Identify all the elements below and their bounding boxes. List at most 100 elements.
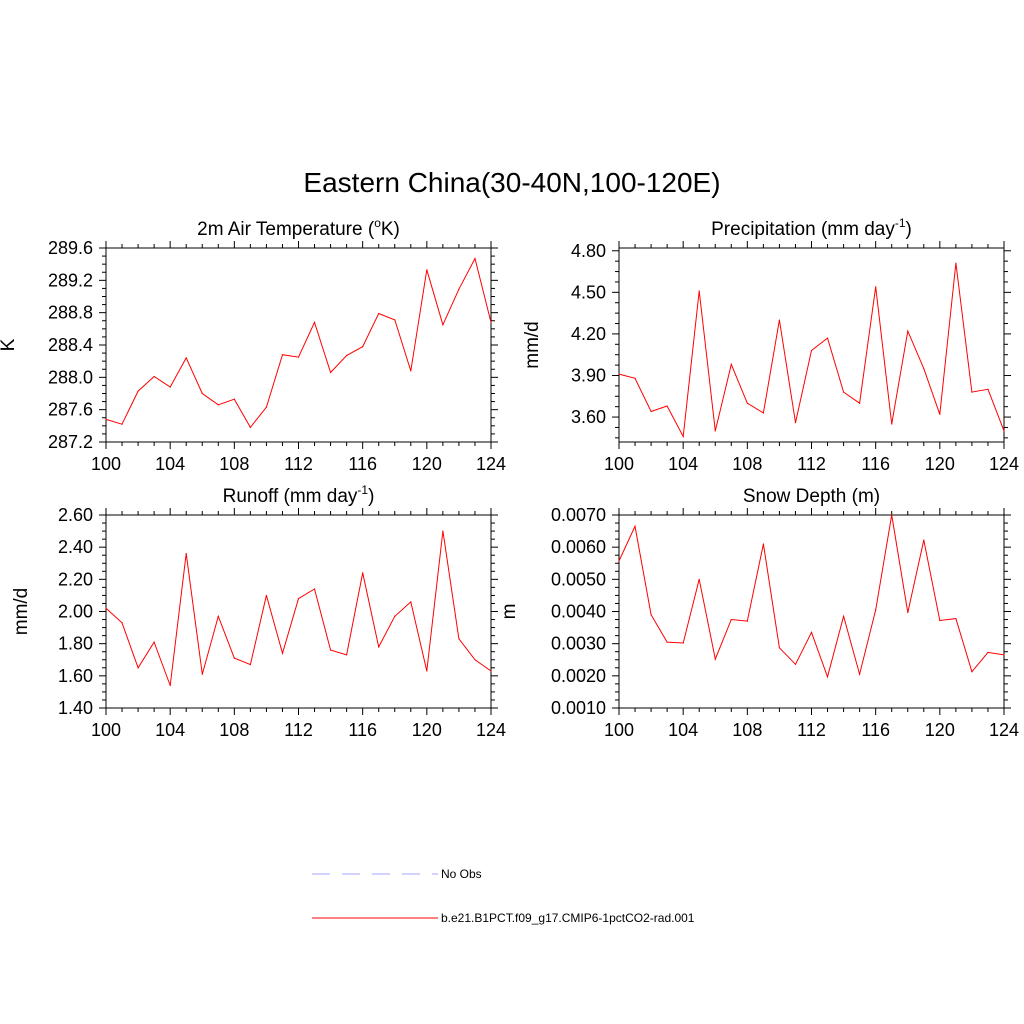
data-point (875, 609, 877, 611)
x-tick-label: 100 (604, 454, 634, 474)
x-tick-label: 116 (348, 454, 377, 474)
data-point (297, 598, 300, 600)
legend-label-1: No Obs (441, 867, 482, 881)
data-point (1003, 654, 1005, 656)
data-point (442, 530, 444, 532)
data-point (233, 657, 235, 659)
y-tick-label: 4.50 (571, 282, 606, 302)
data-point (121, 423, 123, 425)
panel-title: 2m Air Temperature (oK) (197, 216, 400, 240)
legend-label-2: b.e21.B1PCT.f09_g17.CMIP6-1pctCO2-rad.00… (441, 911, 695, 925)
data-point (939, 619, 941, 622)
data-point (281, 652, 284, 654)
x-tick-label: 120 (925, 720, 955, 740)
y-tick-label: 0.0020 (551, 666, 606, 686)
data-point (490, 670, 492, 672)
x-tick-label: 124 (989, 454, 1019, 474)
y-axis-label: mm/d (522, 321, 543, 369)
x-tick-label: 112 (284, 720, 313, 740)
data-point (426, 269, 428, 271)
x-tick-label: 116 (861, 720, 890, 740)
panel-title-text: 2m Air Temperature ( (197, 219, 375, 240)
x-tick-label: 104 (155, 454, 185, 474)
data-point (987, 651, 989, 653)
y-tick-label: 2.00 (58, 602, 93, 622)
panels: 2m Air Temperature (oK) 100 104 108 112 116 12… (0, 216, 1019, 740)
panel-title-suffix: ) (906, 219, 912, 240)
x-tick-label: 104 (668, 454, 698, 474)
data-point (458, 288, 460, 290)
data-point (474, 257, 476, 260)
y-tick-label: 1.40 (58, 698, 93, 718)
data-point (137, 667, 139, 669)
data-point (923, 367, 925, 370)
data-point (842, 391, 845, 393)
data-point (137, 390, 139, 392)
y-tick-label: 0.0040 (551, 602, 606, 622)
y-axis-label: m (499, 604, 520, 620)
data-point (618, 560, 620, 562)
data-point (346, 654, 348, 656)
panel-title: Snow Depth (m) (743, 486, 880, 507)
y-tick-label: 0.0050 (551, 569, 606, 589)
legend: No Obs b.e21.B1PCT.f09_g17.CMIP6-1pctCO2-… (312, 867, 695, 925)
series-line (618, 263, 1005, 439)
y-tick-label: 288.8 (48, 303, 93, 323)
y-tick-label: 0.0070 (551, 505, 606, 525)
panel-title: Runoff (mm day-1) (223, 483, 375, 507)
data-point (634, 377, 636, 379)
data-point (201, 673, 203, 675)
plot-frame (105, 247, 492, 443)
data-point (410, 601, 412, 603)
data-point (666, 641, 668, 643)
x-tick-label: 120 (412, 720, 442, 740)
data-point (394, 615, 396, 617)
data-point (281, 354, 284, 356)
chart-panel-4: Snow Depth (m) 100 104 108 112 116 120 124 0.001… (499, 486, 1019, 740)
chart-panel-1: 2m Air Temperature (oK) 100 104 108 112 116 12… (0, 216, 506, 474)
data-point (859, 402, 861, 404)
y-tick-label: 0.0060 (551, 537, 606, 557)
x-tick-label: 112 (284, 454, 313, 474)
y-tick-label: 4.20 (571, 324, 606, 344)
data-point (650, 614, 652, 616)
data-point (666, 405, 668, 407)
x-tick-label: 116 (348, 720, 377, 740)
data-point (442, 324, 444, 326)
y-tick-label: 288.0 (48, 367, 93, 387)
y-tick-label: 289.2 (48, 270, 93, 290)
data-point (955, 617, 957, 620)
y-axis-label: K (0, 338, 19, 351)
series-line (105, 257, 492, 429)
data-point (987, 388, 989, 390)
data-point (362, 346, 364, 348)
y-tick-label: 3.90 (571, 365, 606, 385)
x-tick-label: 120 (925, 454, 955, 474)
x-tick-label: 100 (91, 454, 121, 474)
data-point (778, 647, 781, 649)
data-point (714, 658, 716, 660)
data-point (730, 618, 732, 621)
data-point (682, 435, 684, 438)
data-point (169, 684, 171, 687)
plot-frame (618, 514, 1005, 709)
data-point (329, 371, 332, 374)
y-tick-label: 0.0010 (551, 698, 606, 718)
data-point (826, 337, 829, 339)
chart-panel-2: Precipitation (mm day-1) 100 104 108 112 116 1… (522, 216, 1019, 474)
x-tick-label: 120 (412, 454, 442, 474)
data-point (634, 525, 636, 527)
data-point (682, 642, 684, 644)
data-point (650, 410, 652, 413)
y-tick-label: 287.2 (48, 432, 93, 452)
data-point (394, 319, 396, 321)
y-tick-label: 0.0030 (551, 634, 606, 654)
data-point (265, 406, 268, 408)
x-tick-label: 124 (989, 720, 1019, 740)
data-point (474, 659, 476, 661)
data-point (794, 422, 797, 424)
x-tick-label: 124 (476, 720, 506, 740)
x-tick-label: 108 (732, 454, 762, 474)
data-point (249, 663, 251, 666)
